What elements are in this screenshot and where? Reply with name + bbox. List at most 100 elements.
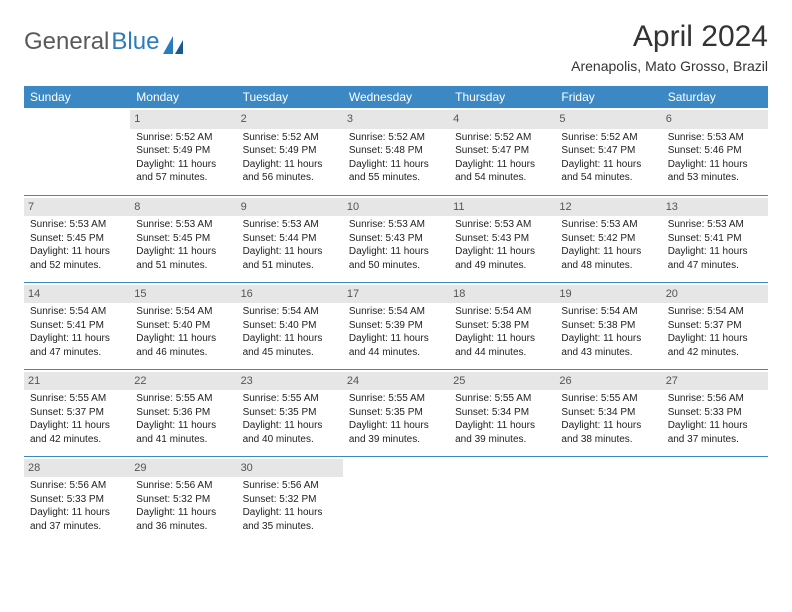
daylight-text-1: Daylight: 11 hours: [668, 158, 762, 172]
day-number: 28: [24, 459, 130, 478]
calendar-cell: [555, 456, 661, 543]
cell-content: Sunrise: 5:56 AMSunset: 5:32 PMDaylight:…: [243, 479, 337, 533]
daylight-text-1: Daylight: 11 hours: [136, 419, 230, 433]
sunrise-text: Sunrise: 5:55 AM: [30, 392, 124, 406]
day-number: 26: [555, 372, 661, 391]
daylight-text-1: Daylight: 11 hours: [668, 419, 762, 433]
page-header: GeneralBlue April 2024 Arenapolis, Mato …: [24, 20, 768, 74]
daylight-text-1: Daylight: 11 hours: [455, 158, 549, 172]
cell-content: Sunrise: 5:52 AMSunset: 5:49 PMDaylight:…: [136, 131, 230, 185]
calendar-cell: 28Sunrise: 5:56 AMSunset: 5:33 PMDayligh…: [24, 456, 130, 543]
cell-content: Sunrise: 5:55 AMSunset: 5:36 PMDaylight:…: [136, 392, 230, 446]
day-number: 18: [449, 285, 555, 304]
sunrise-text: Sunrise: 5:53 AM: [561, 218, 655, 232]
cell-content: Sunrise: 5:54 AMSunset: 5:38 PMDaylight:…: [561, 305, 655, 359]
calendar-cell: [449, 456, 555, 543]
daylight-text-2: and 42 minutes.: [30, 433, 124, 447]
daylight-text-2: and 35 minutes.: [243, 520, 337, 534]
sunrise-text: Sunrise: 5:55 AM: [243, 392, 337, 406]
daylight-text-2: and 47 minutes.: [668, 259, 762, 273]
sunset-text: Sunset: 5:40 PM: [243, 319, 337, 333]
daylight-text-2: and 57 minutes.: [136, 171, 230, 185]
sunrise-text: Sunrise: 5:55 AM: [136, 392, 230, 406]
calendar-cell: 26Sunrise: 5:55 AMSunset: 5:34 PMDayligh…: [555, 369, 661, 456]
sunset-text: Sunset: 5:37 PM: [30, 406, 124, 420]
logo: GeneralBlue: [24, 28, 187, 56]
day-header-row: Sunday Monday Tuesday Wednesday Thursday…: [24, 86, 768, 108]
calendar-thead: Sunday Monday Tuesday Wednesday Thursday…: [24, 86, 768, 108]
daylight-text-2: and 50 minutes.: [349, 259, 443, 273]
daylight-text-1: Daylight: 11 hours: [561, 332, 655, 346]
calendar-cell: 1Sunrise: 5:52 AMSunset: 5:49 PMDaylight…: [130, 108, 236, 195]
daylight-text-1: Daylight: 11 hours: [30, 419, 124, 433]
calendar-cell: 4Sunrise: 5:52 AMSunset: 5:47 PMDaylight…: [449, 108, 555, 195]
sunset-text: Sunset: 5:33 PM: [30, 493, 124, 507]
daylight-text-2: and 46 minutes.: [136, 346, 230, 360]
calendar-cell: 7Sunrise: 5:53 AMSunset: 5:45 PMDaylight…: [24, 195, 130, 282]
sunset-text: Sunset: 5:38 PM: [455, 319, 549, 333]
day-number: 21: [24, 372, 130, 391]
daylight-text-2: and 40 minutes.: [243, 433, 337, 447]
calendar-row: 21Sunrise: 5:55 AMSunset: 5:37 PMDayligh…: [24, 369, 768, 456]
sunrise-text: Sunrise: 5:53 AM: [668, 131, 762, 145]
sunset-text: Sunset: 5:47 PM: [455, 144, 549, 158]
daylight-text-2: and 45 minutes.: [243, 346, 337, 360]
daylight-text-2: and 55 minutes.: [349, 171, 443, 185]
daylight-text-2: and 54 minutes.: [455, 171, 549, 185]
sunrise-text: Sunrise: 5:56 AM: [243, 479, 337, 493]
calendar-cell: 19Sunrise: 5:54 AMSunset: 5:38 PMDayligh…: [555, 282, 661, 369]
daylight-text-1: Daylight: 11 hours: [30, 245, 124, 259]
sunset-text: Sunset: 5:41 PM: [668, 232, 762, 246]
daylight-text-2: and 54 minutes.: [561, 171, 655, 185]
day-number: 23: [237, 372, 343, 391]
calendar-cell: 10Sunrise: 5:53 AMSunset: 5:43 PMDayligh…: [343, 195, 449, 282]
day-number: 12: [555, 198, 661, 217]
cell-content: Sunrise: 5:53 AMSunset: 5:43 PMDaylight:…: [455, 218, 549, 272]
daylight-text-1: Daylight: 11 hours: [561, 419, 655, 433]
cell-content: Sunrise: 5:54 AMSunset: 5:39 PMDaylight:…: [349, 305, 443, 359]
day-number: 6: [662, 110, 768, 129]
cell-content: Sunrise: 5:52 AMSunset: 5:47 PMDaylight:…: [561, 131, 655, 185]
day-number: 9: [237, 198, 343, 217]
cell-content: Sunrise: 5:53 AMSunset: 5:42 PMDaylight:…: [561, 218, 655, 272]
daylight-text-2: and 44 minutes.: [455, 346, 549, 360]
daylight-text-2: and 51 minutes.: [136, 259, 230, 273]
sunset-text: Sunset: 5:43 PM: [349, 232, 443, 246]
day-header: Saturday: [662, 86, 768, 108]
calendar-cell: 14Sunrise: 5:54 AMSunset: 5:41 PMDayligh…: [24, 282, 130, 369]
day-header: Monday: [130, 86, 236, 108]
logo-text-2: Blue: [111, 28, 159, 56]
daylight-text-2: and 39 minutes.: [455, 433, 549, 447]
sunset-text: Sunset: 5:36 PM: [136, 406, 230, 420]
calendar-cell: 20Sunrise: 5:54 AMSunset: 5:37 PMDayligh…: [662, 282, 768, 369]
sunrise-text: Sunrise: 5:52 AM: [243, 131, 337, 145]
sunset-text: Sunset: 5:34 PM: [561, 406, 655, 420]
daylight-text-2: and 41 minutes.: [136, 433, 230, 447]
sunset-text: Sunset: 5:40 PM: [136, 319, 230, 333]
day-number: 22: [130, 372, 236, 391]
cell-content: Sunrise: 5:55 AMSunset: 5:34 PMDaylight:…: [561, 392, 655, 446]
daylight-text-2: and 43 minutes.: [561, 346, 655, 360]
daylight-text-1: Daylight: 11 hours: [30, 332, 124, 346]
sunrise-text: Sunrise: 5:54 AM: [349, 305, 443, 319]
day-number: 16: [237, 285, 343, 304]
page-title: April 2024: [571, 20, 768, 54]
cell-content: Sunrise: 5:53 AMSunset: 5:45 PMDaylight:…: [136, 218, 230, 272]
sunset-text: Sunset: 5:39 PM: [349, 319, 443, 333]
day-header: Tuesday: [237, 86, 343, 108]
sunrise-text: Sunrise: 5:54 AM: [668, 305, 762, 319]
calendar-cell: 15Sunrise: 5:54 AMSunset: 5:40 PMDayligh…: [130, 282, 236, 369]
daylight-text-2: and 37 minutes.: [668, 433, 762, 447]
sunrise-text: Sunrise: 5:53 AM: [349, 218, 443, 232]
calendar-cell: 30Sunrise: 5:56 AMSunset: 5:32 PMDayligh…: [237, 456, 343, 543]
daylight-text-2: and 42 minutes.: [668, 346, 762, 360]
cell-content: Sunrise: 5:56 AMSunset: 5:33 PMDaylight:…: [668, 392, 762, 446]
cell-content: Sunrise: 5:53 AMSunset: 5:44 PMDaylight:…: [243, 218, 337, 272]
daylight-text-2: and 37 minutes.: [30, 520, 124, 534]
sunset-text: Sunset: 5:45 PM: [136, 232, 230, 246]
sunset-text: Sunset: 5:38 PM: [561, 319, 655, 333]
daylight-text-1: Daylight: 11 hours: [30, 506, 124, 520]
logo-text-1: General: [24, 28, 109, 56]
calendar-row: 7Sunrise: 5:53 AMSunset: 5:45 PMDaylight…: [24, 195, 768, 282]
sunset-text: Sunset: 5:42 PM: [561, 232, 655, 246]
